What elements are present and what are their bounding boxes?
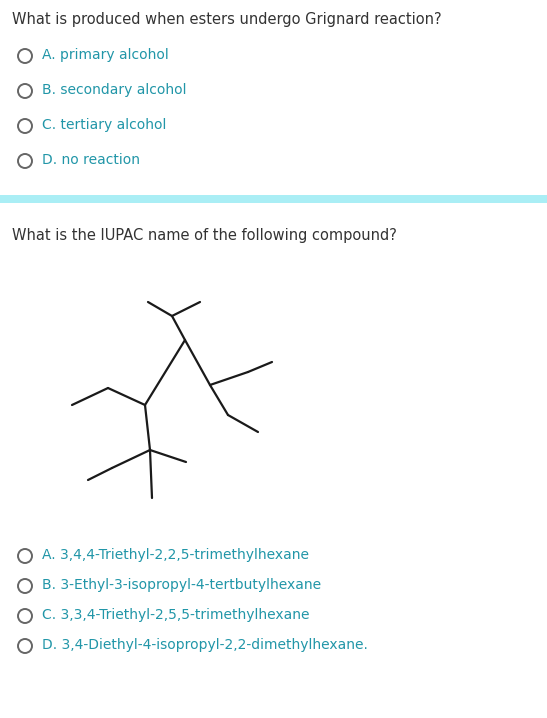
Text: A. 3,4,4-Triethyl-2,2,5-trimethylhexane: A. 3,4,4-Triethyl-2,2,5-trimethylhexane xyxy=(42,548,309,562)
Text: C. tertiary alcohol: C. tertiary alcohol xyxy=(42,118,166,132)
Text: C. 3,3,4-Triethyl-2,5,5-trimethylhexane: C. 3,3,4-Triethyl-2,5,5-trimethylhexane xyxy=(42,608,310,622)
Text: B. secondary alcohol: B. secondary alcohol xyxy=(42,83,187,97)
Text: D. no reaction: D. no reaction xyxy=(42,153,140,167)
Text: What is the IUPAC name of the following compound?: What is the IUPAC name of the following … xyxy=(12,228,397,243)
Bar xyxy=(0,195,547,203)
Text: A. primary alcohol: A. primary alcohol xyxy=(42,48,169,62)
Text: B. 3-Ethyl-3-isopropyl-4-tertbutylhexane: B. 3-Ethyl-3-isopropyl-4-tertbutylhexane xyxy=(42,578,321,592)
Text: D. 3,4-Diethyl-4-isopropyl-2,2-dimethylhexane.: D. 3,4-Diethyl-4-isopropyl-2,2-dimethylh… xyxy=(42,638,368,652)
Text: What is produced when esters undergo Grignard reaction?: What is produced when esters undergo Gri… xyxy=(12,12,441,27)
